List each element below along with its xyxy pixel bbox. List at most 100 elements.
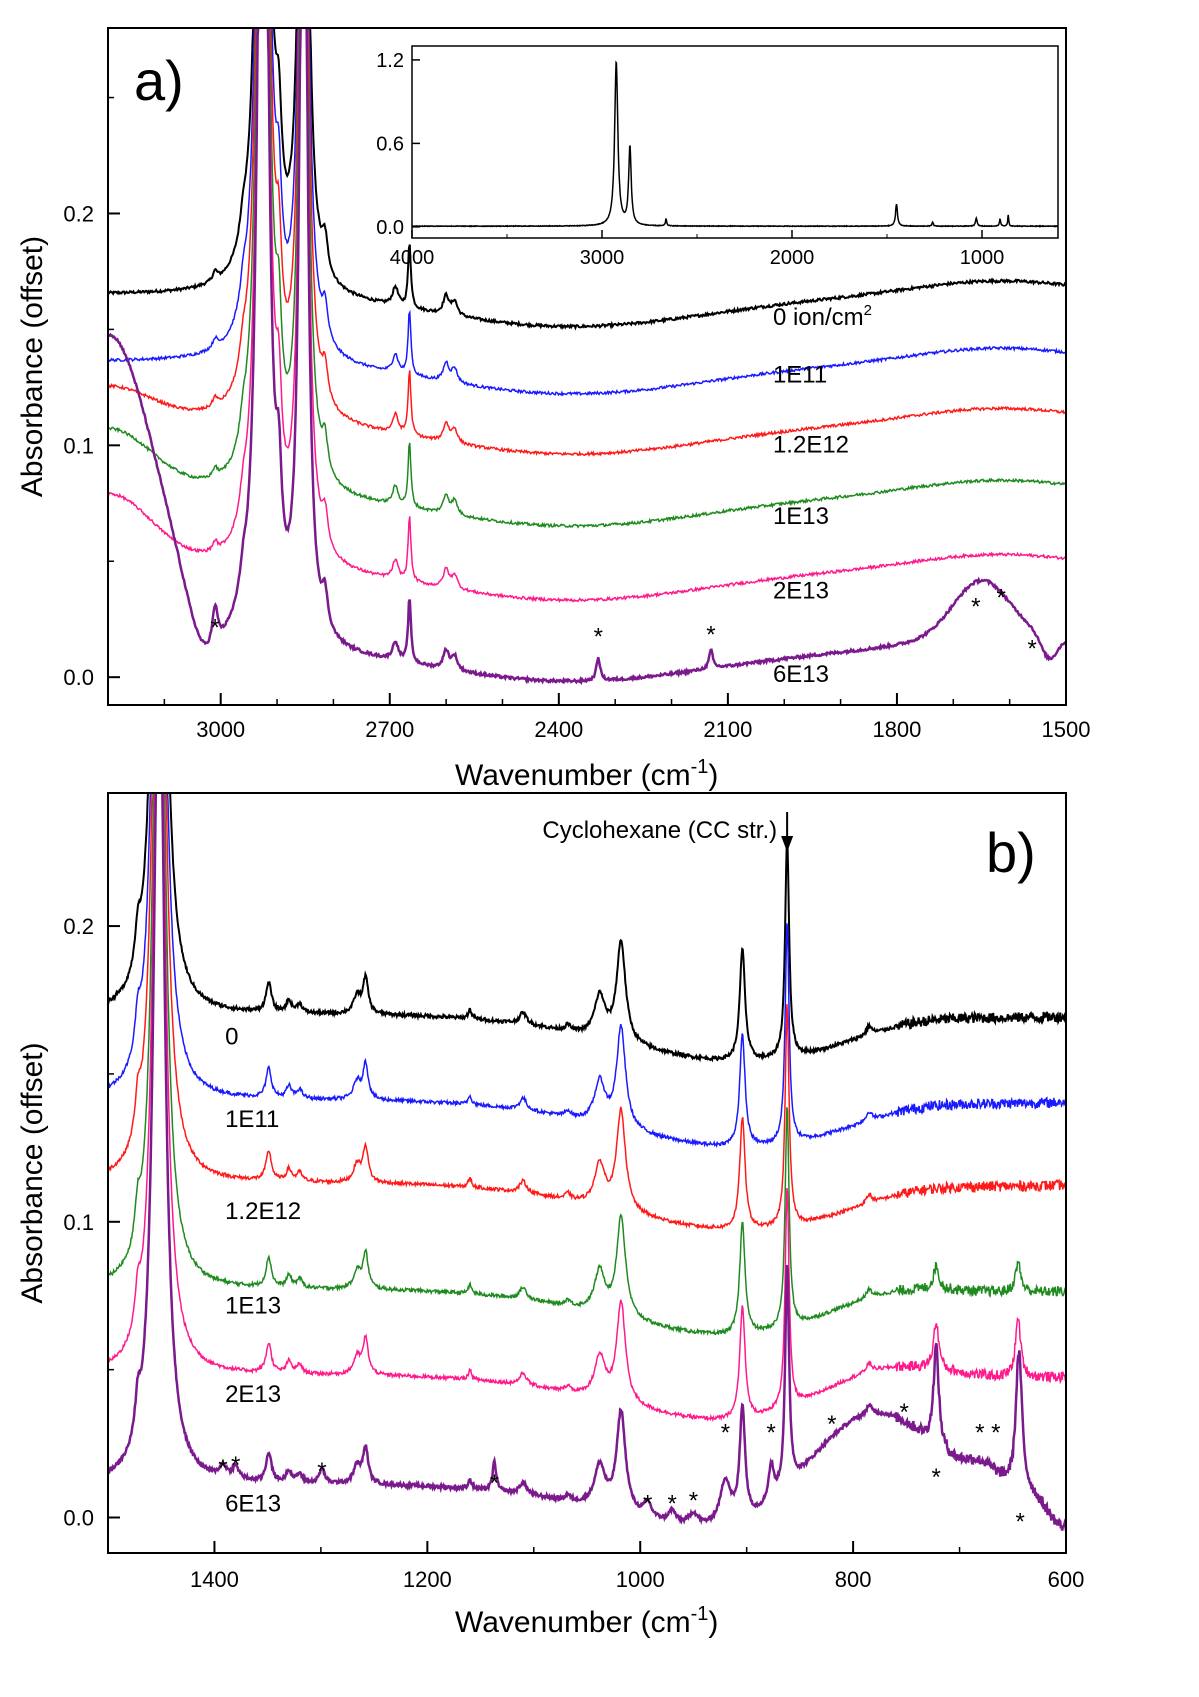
y-tick-label-a-0: 0.0 bbox=[63, 665, 94, 690]
panel-a: 3000 2700 2400 2100 1800 1500 0.0 0.1 0.2 0 ion/… bbox=[16, 27, 1091, 792]
star-marker-a-4: * bbox=[997, 584, 1006, 611]
curve-b-0 bbox=[108, 793, 1066, 1063]
x-tick-label-b-3: 800 bbox=[835, 1567, 872, 1592]
curve-label-a-2: 1.2E12 bbox=[773, 431, 849, 458]
x-tick-label-b-2: 1000 bbox=[616, 1567, 665, 1592]
inset-x-tick-label-2: 2000 bbox=[770, 247, 815, 269]
star-marker-b-1: * bbox=[231, 1452, 240, 1479]
curve-label-a-5: 6E13 bbox=[773, 661, 829, 688]
star-marker-b-0: * bbox=[218, 1455, 227, 1482]
star-marker-b-7: * bbox=[721, 1420, 730, 1447]
panel-a-curves bbox=[108, 28, 1066, 686]
panel-a-label: a) bbox=[134, 49, 184, 112]
star-marker-b-13: * bbox=[931, 1464, 940, 1491]
star-marker-b-6: * bbox=[689, 1488, 698, 1515]
panel-a-y-axis-label: Absorbance (offset) bbox=[16, 236, 49, 497]
inset-curve bbox=[411, 60, 1059, 228]
panel-a-frame bbox=[107, 27, 1067, 706]
curve-b-2 bbox=[108, 793, 1066, 1230]
panel-a-x-axis-label: Wavenumber (cm-1) bbox=[455, 756, 718, 792]
panel-b-x-axis-label-end: ) bbox=[708, 1606, 718, 1639]
x-tick-label-a-0: 3000 bbox=[196, 717, 245, 742]
x-tick-label-a-2: 2400 bbox=[534, 717, 583, 742]
inset-background bbox=[412, 46, 1058, 238]
curve-b-5 bbox=[108, 793, 1066, 1531]
panel-b-label: b) bbox=[986, 821, 1036, 884]
curve-a-1 bbox=[108, 28, 1066, 397]
curve-label-a-4: 2E13 bbox=[773, 577, 829, 604]
curve-b-3 bbox=[108, 793, 1066, 1337]
panel-a-x-axis-label-main: Wavenumber (cm bbox=[455, 759, 691, 792]
curve-label-a-1: 1E11 bbox=[773, 362, 827, 389]
inset-y-tick-label-1: 0.6 bbox=[376, 133, 404, 155]
x-tick-label-a-1: 2700 bbox=[365, 717, 414, 742]
inset-ticks: 4000 3000 2000 1000 0.0 0.6 1.2 bbox=[376, 50, 1004, 269]
star-marker-b-9: * bbox=[827, 1411, 836, 1438]
curve-b-1 bbox=[108, 793, 1066, 1149]
y-tick-label-a-2: 0.2 bbox=[63, 201, 94, 226]
curve-label-b-0: 0 bbox=[225, 1023, 238, 1050]
panel-b-x-axis-label: Wavenumber (cm-1) bbox=[455, 1603, 718, 1639]
star-marker-a-0: * bbox=[210, 614, 219, 641]
inset-x-tick-label-3: 1000 bbox=[960, 247, 1005, 269]
inset-frame bbox=[411, 45, 1059, 239]
panel-a-x-axis-label-end: ) bbox=[708, 759, 718, 792]
panel-b-x-axis-label-sup: -1 bbox=[691, 1603, 709, 1625]
star-marker-a-5: * bbox=[1028, 635, 1037, 662]
panel-a-stars: * * * * * * bbox=[210, 584, 1036, 662]
inset-spectrum bbox=[411, 60, 1059, 228]
curve-a-4 bbox=[108, 28, 1066, 604]
curve-label-sup-a: 2 bbox=[864, 302, 872, 319]
x-tick-label-a-5: 1500 bbox=[1042, 717, 1091, 742]
cyclohexane-annotation: Cyclohexane (CC str.) bbox=[542, 817, 777, 844]
curve-label-b-2: 1.2E12 bbox=[225, 1198, 301, 1225]
panel-b-curve-labels: 0 1E11 1.2E12 1E13 2E13 6E13 bbox=[225, 1023, 301, 1517]
star-marker-b-2: * bbox=[317, 1458, 326, 1485]
y-tick-label-b-1: 0.1 bbox=[63, 1210, 94, 1235]
y-tick-label-b-2: 0.2 bbox=[63, 914, 94, 939]
curve-label-b-3: 1E13 bbox=[225, 1292, 281, 1319]
star-marker-b-3: * bbox=[490, 1470, 499, 1497]
panel-b-frame bbox=[107, 792, 1067, 1554]
panel-b-y-axis-label: Absorbance (offset) bbox=[16, 1042, 49, 1303]
inset-y-tick-label-2: 1.2 bbox=[376, 50, 404, 72]
inset-x-tick-label-0: 4000 bbox=[390, 247, 435, 269]
x-tick-label-b-1: 1200 bbox=[403, 1567, 452, 1592]
annotation-arrow-head bbox=[781, 836, 794, 852]
curve-a-2 bbox=[108, 28, 1066, 458]
curve-label-a-3: 1E13 bbox=[773, 503, 829, 530]
panel-b-x-axis-label-main: Wavenumber (cm bbox=[455, 1606, 691, 1639]
curve-a-5 bbox=[108, 28, 1066, 686]
y-tick-label-a-1: 0.1 bbox=[63, 433, 94, 458]
panel-a-x-axis-label-sup: -1 bbox=[691, 756, 709, 778]
curve-b-4 bbox=[108, 793, 1066, 1423]
panel-a-ticks: 3000 2700 2400 2100 1800 1500 0.0 0.1 0.2 bbox=[63, 96, 1091, 742]
panel-b-curves bbox=[108, 793, 1066, 1531]
star-marker-b-14: * bbox=[1016, 1508, 1025, 1535]
inset-x-tick-label-1: 3000 bbox=[580, 247, 625, 269]
curve-label-a-0: 0 ion/cm2 bbox=[773, 302, 872, 331]
star-marker-b-12: * bbox=[991, 1420, 1000, 1447]
inset-y-tick-label-0: 0.0 bbox=[376, 217, 404, 239]
star-marker-a-1: * bbox=[594, 624, 603, 651]
curve-a-0 bbox=[108, 28, 1066, 331]
star-marker-b-8: * bbox=[766, 1420, 775, 1447]
star-marker-b-10: * bbox=[900, 1399, 909, 1426]
star-marker-a-2: * bbox=[706, 621, 715, 648]
star-marker-b-4: * bbox=[643, 1491, 652, 1518]
x-tick-label-b-0: 1400 bbox=[190, 1567, 239, 1592]
curve-label-b-5: 6E13 bbox=[225, 1491, 281, 1518]
x-tick-label-a-4: 1800 bbox=[872, 717, 921, 742]
curve-a-3 bbox=[108, 28, 1066, 529]
x-tick-label-b-4: 600 bbox=[1048, 1567, 1085, 1592]
panel-b-ticks: 1400 1200 1000 800 600 0.0 0.1 0.2 bbox=[63, 914, 1084, 1592]
star-marker-b-11: * bbox=[975, 1420, 984, 1447]
curve-label-b-4: 2E13 bbox=[225, 1381, 281, 1408]
panel-b-stars: * * * ** * ** * * ** *** bbox=[218, 1399, 1025, 1535]
y-tick-label-b-0: 0.0 bbox=[63, 1506, 94, 1531]
curve-label-b-1: 1E11 bbox=[225, 1106, 279, 1133]
star-marker-a-3: * bbox=[971, 594, 980, 621]
x-tick-label-a-3: 2100 bbox=[703, 717, 752, 742]
